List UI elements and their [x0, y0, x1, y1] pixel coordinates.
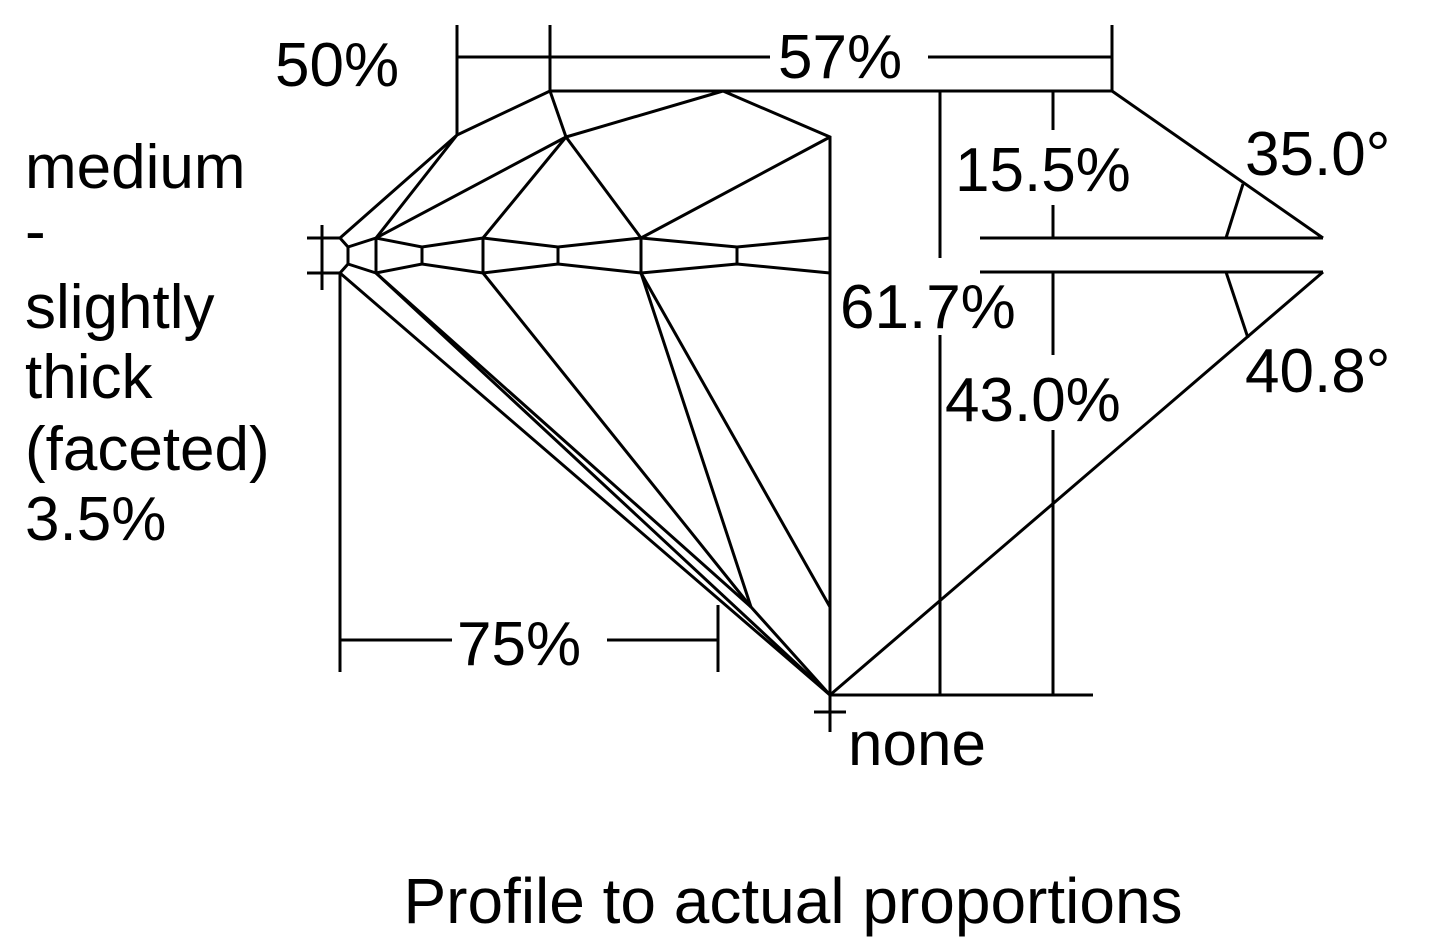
crown-angle-label: 35.0°	[1245, 120, 1390, 189]
right-profile	[829, 89, 1324, 697]
girdle	[338, 236, 832, 275]
pavilion-facets	[339, 271, 832, 697]
pavilion-angle-label: 40.8°	[1245, 337, 1390, 406]
crown-facets	[339, 89, 832, 240]
lower-girdle-label: 50%	[275, 31, 399, 100]
lower-half-dimension	[338, 273, 720, 672]
lower-half-label: 75%	[457, 610, 581, 679]
diagram-title: Profile to actual proportions	[403, 865, 1182, 937]
girdle-label-line: medium	[25, 133, 246, 202]
table-label: 57%	[778, 23, 902, 92]
girdle-label-line: -	[25, 197, 46, 266]
total-depth-label: 61.7%	[840, 273, 1016, 342]
girdle-label-line: thick	[25, 343, 153, 412]
girdle-label-line: slightly	[25, 273, 215, 342]
girdle-label-line: 3.5%	[25, 485, 166, 554]
culet-label: none	[848, 710, 986, 779]
top-dimensions	[455, 25, 1114, 135]
girdle-markers	[307, 225, 846, 732]
crown-height-label: 15.5%	[955, 136, 1131, 205]
girdle-thickness-label: medium - slightly thick (faceted) 3.5%	[25, 133, 270, 554]
girdle-label-line: (faceted)	[25, 415, 270, 484]
pavilion-depth-label: 43.0%	[945, 366, 1121, 435]
